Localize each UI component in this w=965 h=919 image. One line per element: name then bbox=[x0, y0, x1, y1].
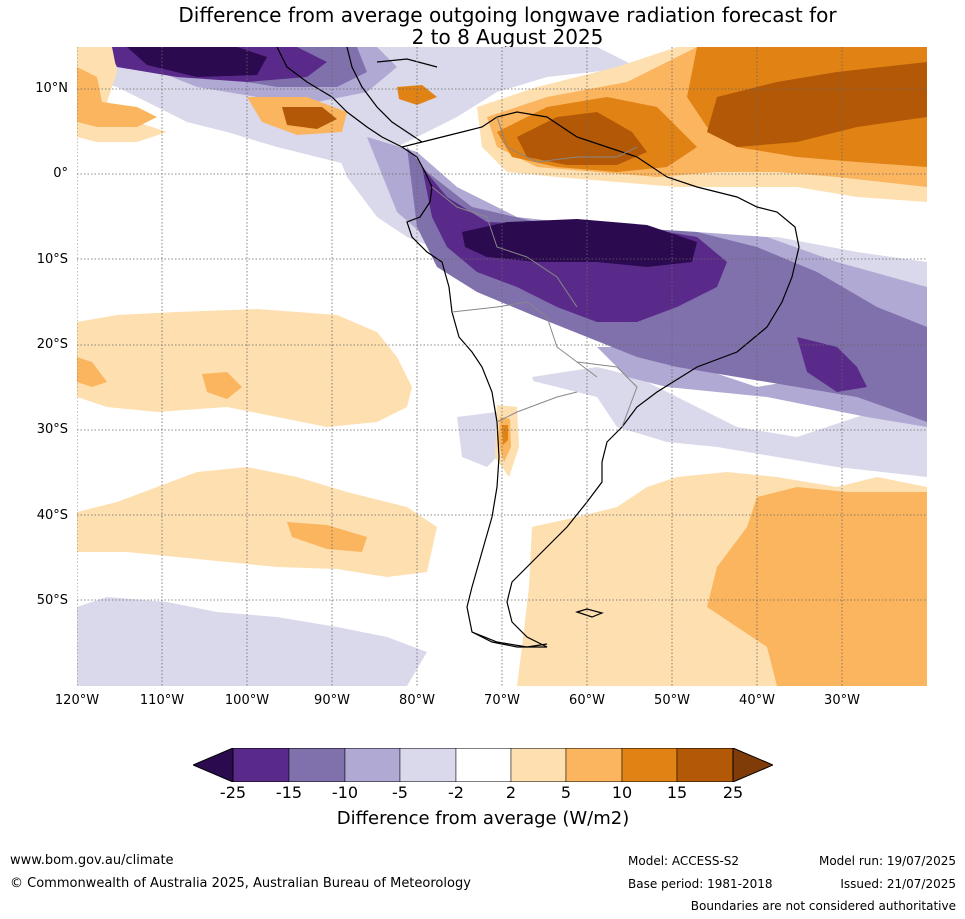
contour-orange-darkest-central bbox=[282, 107, 337, 129]
contour-neutral-argentina bbox=[505, 377, 617, 517]
contour-orange-darkest-caribbean bbox=[397, 85, 437, 105]
colorbar-tick-9: 15 bbox=[666, 783, 688, 802]
lon-label-80w: 80°W bbox=[399, 693, 435, 708]
colorbar-tick-6: 2 bbox=[505, 783, 517, 802]
contour-light-lavender-south-pacific bbox=[77, 597, 427, 686]
colorbar-extend-low bbox=[193, 748, 234, 782]
colorbar-tick-7: 5 bbox=[560, 783, 572, 802]
lat-label-10n: 10°N bbox=[35, 81, 68, 96]
colorbar-bin-3 bbox=[344, 748, 401, 782]
colorbar-tick-10: 25 bbox=[722, 783, 744, 802]
lon-label-100w: 100°W bbox=[224, 693, 270, 708]
colorbar-bin-2 bbox=[288, 748, 346, 782]
colorbar-tick-2: -15 bbox=[275, 783, 303, 802]
lon-label-40w: 40°W bbox=[739, 693, 775, 708]
colorbar bbox=[193, 748, 773, 782]
colorbar-bin-9 bbox=[676, 748, 734, 782]
colorbar-label: Difference from average (W/m2) bbox=[336, 808, 630, 829]
contour-orange-patch-pacific-2 bbox=[77, 357, 107, 387]
tierra-del-fuego bbox=[471, 631, 548, 648]
central-america-coastline bbox=[276, 47, 403, 148]
contour-orange-patch-pacific-1 bbox=[202, 372, 242, 399]
map-title: Difference from average outgoing longwav… bbox=[0, 4, 965, 48]
lon-label-30w: 30°W bbox=[824, 693, 860, 708]
title-line-2: 2 to 8 August 2025 bbox=[411, 25, 604, 49]
colorbar-bin-4 bbox=[399, 748, 457, 782]
lon-label-120w: 120°W bbox=[54, 693, 100, 708]
contour-light-lavender-patch bbox=[457, 412, 507, 467]
lat-label-0: 0° bbox=[53, 166, 68, 181]
lon-label-70w: 70°W bbox=[484, 693, 520, 708]
contour-light-orange-south-pacific bbox=[77, 309, 412, 427]
lon-label-50w: 50°W bbox=[654, 693, 690, 708]
colorbar-bin-6 bbox=[510, 748, 567, 782]
colorbar-tick-8: 10 bbox=[611, 783, 633, 802]
colorbar-bin-5 bbox=[455, 748, 512, 782]
lon-label-60w: 60°W bbox=[569, 693, 605, 708]
footer-model-run: Model run: 19/07/2025 bbox=[818, 854, 956, 868]
olr-anomaly-map bbox=[77, 47, 927, 686]
lon-label-90w: 90°W bbox=[314, 693, 350, 708]
lat-label-40s: 40°S bbox=[36, 508, 68, 523]
lat-label-20s: 20°S bbox=[36, 337, 68, 352]
lat-label-10s: 10°S bbox=[36, 252, 68, 267]
caribbean-islands bbox=[376, 58, 438, 68]
footer-copyright: © Commonwealth of Australia 2025, Austra… bbox=[10, 876, 471, 891]
footer-model: Model: ACCESS-S2 bbox=[628, 854, 740, 868]
country-borders bbox=[431, 116, 638, 428]
contour-light-lavender-southeast bbox=[532, 367, 927, 477]
colorbar-bin-1 bbox=[232, 748, 290, 782]
colorbar-tick-5: -2 bbox=[448, 783, 464, 802]
central-america-coastline-east bbox=[346, 47, 423, 143]
lat-label-30s: 30°S bbox=[36, 422, 68, 437]
footer-boundaries-note: Boundaries are not considered authoritat… bbox=[690, 899, 956, 913]
title-line-1: Difference from average outgoing longwav… bbox=[178, 3, 837, 27]
colorbar-bin-7 bbox=[565, 748, 623, 782]
contour-orange-darkest-ne bbox=[707, 62, 927, 147]
colorbar-bin-8 bbox=[621, 748, 678, 782]
contour-orange-south-atlantic bbox=[707, 487, 927, 686]
contour-dark-purple-southeast bbox=[797, 337, 867, 392]
footer-website: www.bom.gov.au/climate bbox=[10, 853, 174, 868]
colorbar-tick-1: -25 bbox=[219, 783, 247, 802]
contour-orange-patch-pacific-3 bbox=[287, 522, 367, 552]
graticule bbox=[77, 47, 927, 686]
footer-base-period: Base period: 1981-2018 bbox=[628, 877, 773, 891]
colorbar-extend-high bbox=[732, 748, 773, 782]
south-america-coastline bbox=[400, 111, 800, 648]
colorbar-tick-4: -5 bbox=[392, 783, 408, 802]
contour-orange-nw bbox=[77, 67, 157, 127]
lon-label-110w: 110°W bbox=[139, 693, 185, 708]
colorbar-tick-3: -10 bbox=[331, 783, 359, 802]
footer-issued: Issued: 21/07/2025 bbox=[840, 877, 956, 891]
contour-dark-orange-andes bbox=[502, 425, 508, 445]
lat-label-50s: 50°S bbox=[36, 593, 68, 608]
